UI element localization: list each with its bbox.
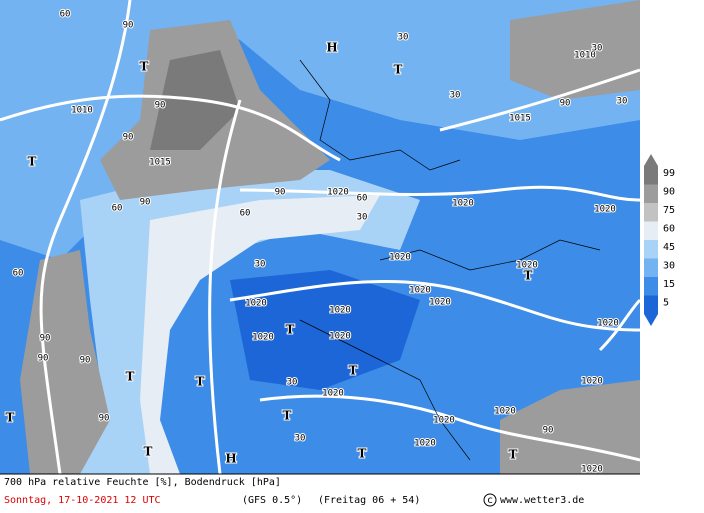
contour-label: 1020 [516,261,538,271]
contour-label: 60 [13,269,24,279]
pressure-center: H [326,41,337,55]
pressure-center: H [225,452,236,466]
humid-area [230,270,420,390]
legend-swatch [644,277,658,296]
contour-label: 90 [560,99,571,109]
contour-label: 90 [80,356,91,366]
contour-label: 1020 [389,253,411,263]
pressure-center: T [286,323,295,337]
legend-label: 15 [663,279,675,290]
cloud-area [510,0,640,100]
contour-label: 30 [398,33,409,43]
pressure-center: T [196,375,205,389]
legend-label: 60 [663,224,675,235]
footer-model: (GFS 0.5°) [242,495,302,506]
contour-label: 1020 [594,205,616,215]
contour-label: 1010 [574,51,596,61]
pressure-center: T [126,370,135,384]
legend-arrow-top [644,154,658,166]
coastlines [299,59,601,461]
footer-credit: www.wetter3.de [500,495,584,506]
pressure-center: T [144,445,153,459]
contour-label: 30 [357,213,368,223]
contour-label: 60 [357,194,368,204]
legend-swatch [644,184,658,203]
pressure-center: T [394,63,403,77]
contour-label: 90 [123,21,134,31]
contour-label: 90 [99,414,110,424]
pressure-center: T [509,448,518,462]
contour-label: 60 [60,10,71,20]
map [0,0,642,475]
contour-label: 1020 [581,465,603,475]
contour-label: 1020 [322,389,344,399]
legend-label: 75 [663,205,675,216]
contour-label: 30 [450,91,461,101]
contour-label: 1020 [429,298,451,308]
map-labels: 1010 1015 1015 1010 1020 1020 1020 1020 1020 1020… [5,9,629,476]
pressure-center: T [140,60,149,74]
contour-label: 1015 [509,114,531,124]
pressure-center: T [6,411,15,425]
dry-area [140,195,380,474]
contour-label: 60 [240,209,251,219]
legend-label: 45 [663,242,675,253]
legend-swatch [644,166,658,185]
contour-label: 30 [287,378,298,388]
legend-swatch [644,203,658,222]
contour-label: 90 [543,426,554,436]
footer-run: (Freitag 06 + 54) [318,495,420,506]
pressure-center: T [349,364,358,378]
contour-label: 1020 [245,299,267,309]
pressure-center: T [28,155,37,169]
footer-title: 700 hPa relative Feuchte [%], Bodendruck… [4,477,281,488]
legend-label: 90 [663,187,675,198]
legend-swatch [644,295,658,314]
contour-label: 90 [140,198,151,208]
copyright-icon [483,493,497,507]
contour-label: 90 [155,101,166,111]
legend-label: 30 [663,261,675,272]
contour-label: 30 [295,434,306,444]
contour-label: 1020 [329,332,351,342]
legend-swatch [644,240,658,259]
contour-label: 60 [112,204,123,214]
contour-label: 1020 [409,286,431,296]
contour-label: 90 [40,334,51,344]
contour-label: 90 [38,354,49,364]
legend-swatch [644,258,658,277]
legend-label: 99 [663,168,675,179]
legend-arrow-bottom [644,314,658,326]
legend: 99 90 75 60 45 30 15 5 [644,154,675,326]
contour-label: 1020 [452,199,474,209]
contour-label: 1010 [71,106,93,116]
legend-swatch [644,221,658,240]
contour-label: 30 [255,260,266,270]
isobars [0,0,642,475]
contour-label: 90 [123,133,134,143]
contour-label: 30 [592,44,603,54]
pressure-center: T [358,447,367,461]
contour-label: 1020 [329,306,351,316]
contour-label: 1020 [252,333,274,343]
contour-label: 1020 [327,188,349,198]
legend-label: 5 [663,298,669,309]
contour-label: 1015 [149,158,171,168]
contour-label: 30 [617,97,628,107]
pressure-center: T [524,269,533,283]
pressure-center: T [283,409,292,423]
footer-date: Sonntag, 17-10-2021 12 UTC [4,495,161,506]
contour-label: 1020 [494,407,516,417]
contour-label: 90 [275,188,286,198]
contour-label: 1020 [597,319,619,329]
contour-label: 1020 [581,377,603,387]
contour-label: 1020 [414,439,436,449]
copyright-c: c [487,495,493,506]
contour-label: 1020 [433,416,455,426]
